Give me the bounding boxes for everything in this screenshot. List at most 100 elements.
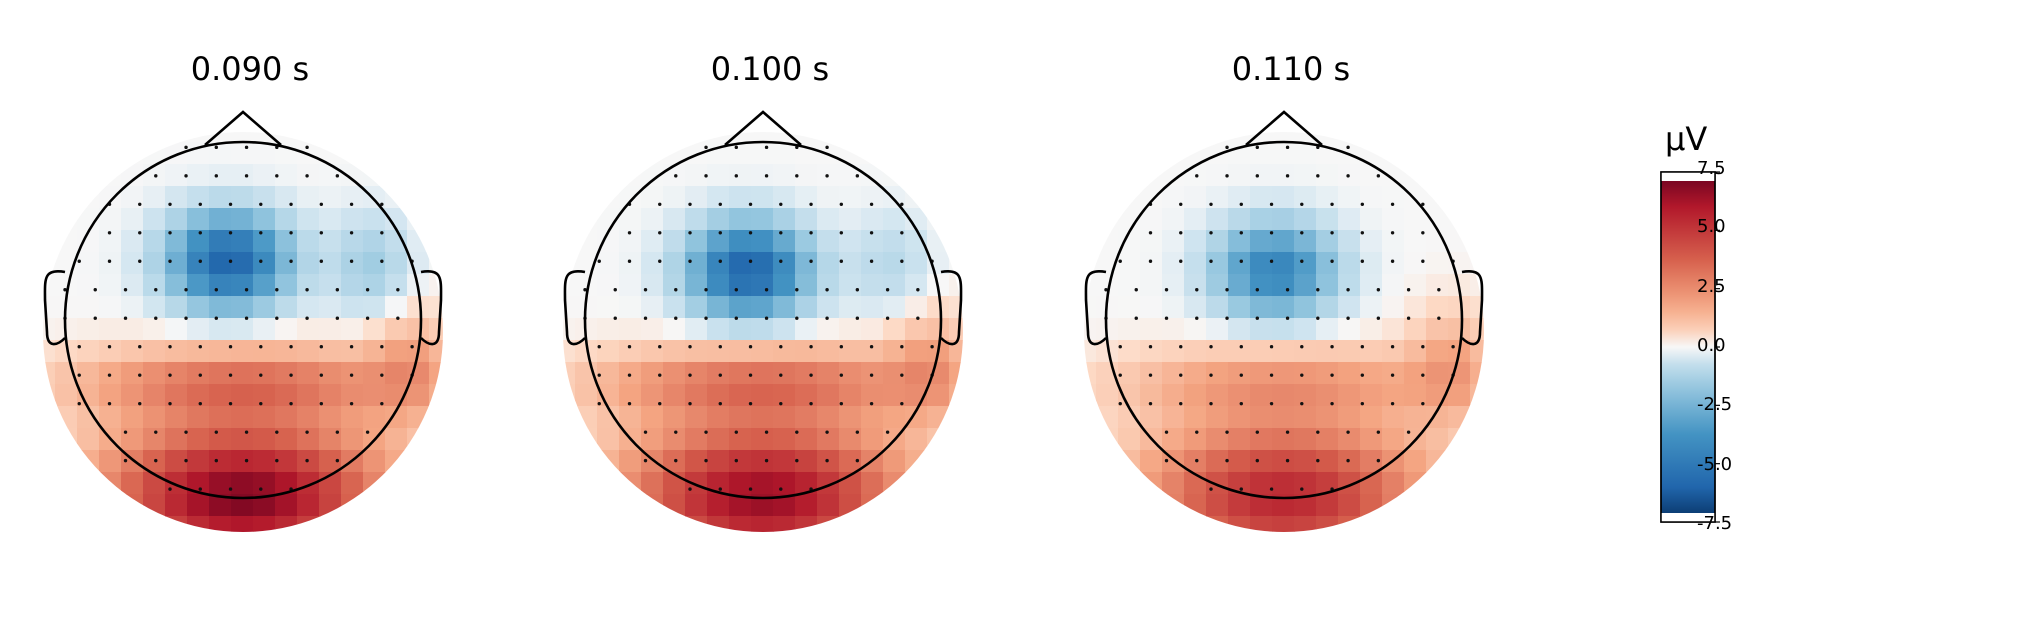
sensor-dot: [1239, 487, 1243, 491]
sensor-dot: [228, 259, 233, 263]
sensor-dot: [583, 288, 587, 292]
sensor-dot: [825, 316, 829, 320]
sensor-dot: [613, 288, 617, 292]
sensor-dot: [916, 316, 920, 320]
sensor-dot: [1269, 487, 1274, 491]
sensor-dot: [138, 401, 142, 406]
sensor-dot: [1451, 345, 1455, 349]
sensor-dot: [289, 231, 293, 235]
sensor-dot: [1360, 345, 1365, 349]
sensor-dot: [1104, 288, 1108, 292]
sensor-dot: [228, 401, 233, 406]
sensor-dots: [583, 145, 934, 491]
sensor-dot: [825, 458, 829, 463]
sensor-dot: [198, 259, 202, 263]
sensor-dot: [1360, 401, 1365, 406]
sensor-dot: [1421, 231, 1425, 235]
sensor-dot: [259, 259, 263, 263]
sensor-dot: [764, 288, 769, 292]
sensor-dot: [748, 401, 753, 406]
sensor-dot: [1376, 174, 1381, 178]
sensor-dot: [305, 316, 309, 320]
sensor-dot: [1421, 345, 1425, 349]
sensor-dot: [795, 174, 799, 178]
sensor-dot: [1239, 345, 1243, 349]
sensor-dot: [688, 345, 692, 349]
sensor-dot: [658, 373, 662, 377]
sensor-dot: [184, 316, 188, 320]
sensor-dot: [779, 259, 783, 263]
sensor-dot: [1406, 316, 1411, 320]
sensor-dot: [1225, 430, 1229, 434]
sensor-dot: [1209, 231, 1213, 235]
sensor-dot: [1225, 145, 1229, 150]
sensor-dot: [305, 458, 309, 463]
sensor-dot: [319, 373, 324, 377]
sensor-dot: [1118, 373, 1122, 377]
sensor-dot: [1316, 288, 1320, 292]
sensor-dot: [77, 345, 81, 349]
sensor-dot: [349, 401, 354, 406]
sensor-dot: [1346, 288, 1350, 292]
sensor-dot: [839, 345, 844, 349]
sensor-dot: [1346, 145, 1350, 150]
sensor-dot: [1421, 259, 1425, 263]
sensor-dot: [718, 401, 722, 406]
sensor-dot: [718, 259, 722, 263]
colorbar-cap-bottom: [1661, 513, 1715, 522]
sensor-dot: [764, 174, 769, 178]
sensor-dot: [228, 231, 233, 235]
sensor-dot: [1209, 401, 1213, 406]
sensor-dot: [335, 288, 340, 292]
sensor-dot: [1209, 259, 1213, 263]
sensor-dot: [674, 430, 678, 434]
sensor-dot: [658, 202, 662, 206]
sensor-dot: [1285, 458, 1290, 463]
sensor-dot: [1195, 316, 1199, 320]
sensor-dot: [1269, 231, 1274, 235]
sensor-dot: [718, 202, 722, 206]
sensor-dot: [1330, 259, 1334, 263]
sensor-dot: [123, 458, 128, 463]
sensor-dot: [275, 288, 279, 292]
sensor-dot: [1239, 373, 1243, 377]
sensor-dot: [365, 430, 370, 434]
sensor-dot: [825, 288, 829, 292]
sensor-dot: [1300, 373, 1304, 377]
sensor-dot: [1360, 259, 1365, 263]
sensor-dot: [1164, 288, 1169, 292]
sensor-dot: [748, 231, 753, 235]
sensor-dot: [748, 202, 753, 206]
sensor-dot: [1195, 458, 1199, 463]
sensor-dot: [885, 316, 890, 320]
sensor-dot: [228, 202, 233, 206]
sensor-dot: [734, 316, 738, 320]
colorbar-unit-label: µV: [1665, 120, 1708, 158]
sensor-dot: [1239, 401, 1243, 406]
sensor-dot: [704, 288, 708, 292]
sensor-dot: [674, 316, 678, 320]
sensor-dot: [597, 259, 601, 263]
sensor-dot: [704, 458, 708, 463]
sensor-dot: [349, 373, 354, 377]
sensor-dot: [138, 345, 142, 349]
sensor-dot: [1316, 458, 1320, 463]
sensor-dot: [597, 345, 601, 349]
sensor-dot: [1300, 259, 1304, 263]
sensor-dot: [855, 174, 860, 178]
sensor-dot: [900, 373, 904, 377]
sensor-dot: [658, 231, 662, 235]
left-ear-outline: [43, 269, 66, 346]
colorbar-tick-label: -5.0: [1697, 454, 1733, 475]
sensor-dot: [259, 373, 263, 377]
sensor-dot: [779, 345, 783, 349]
sensor-dot: [168, 373, 172, 377]
sensor-dot: [1269, 345, 1274, 349]
sensor-dot: [198, 401, 202, 406]
sensor-dot: [1225, 316, 1229, 320]
sensor-dot: [1390, 401, 1395, 406]
sensor-dot: [764, 316, 769, 320]
sensor-dot: [885, 288, 890, 292]
sensor-dot: [627, 373, 632, 377]
